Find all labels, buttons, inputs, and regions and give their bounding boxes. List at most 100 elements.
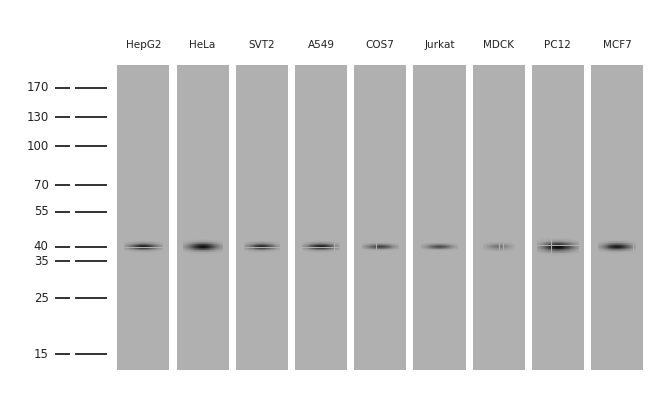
Bar [254,247,255,248]
Bar [395,244,396,245]
Bar [493,247,494,248]
Bar [337,244,339,245]
Bar [494,242,495,243]
Bar [538,249,539,250]
Bar [134,251,135,252]
Bar [599,243,600,244]
Bar [546,245,547,246]
Bar [253,246,254,247]
Bar [326,242,327,243]
Bar [154,251,155,252]
Bar [376,248,378,249]
Bar [578,247,579,248]
Bar [619,242,620,243]
Bar [544,243,545,244]
Bar [542,244,543,245]
Bar [501,242,502,243]
Bar [536,250,538,251]
Bar [385,248,386,249]
Bar [212,252,213,253]
Bar [567,240,569,241]
Bar [220,241,222,242]
Bar [571,239,572,240]
Bar [214,250,215,251]
Bar [271,246,272,247]
Bar [559,247,560,248]
Bar [154,250,155,251]
Bar [439,247,440,248]
Bar [187,245,188,246]
Bar [433,250,434,251]
Bar [573,246,574,247]
Bar [319,243,320,244]
Bar [257,243,258,244]
Bar [199,250,200,251]
Bar [161,246,162,247]
Bar [250,245,251,246]
Bar [252,251,253,252]
Bar [546,240,547,241]
Bar [556,238,557,239]
Bar [327,242,328,243]
Bar [194,243,196,244]
Bar [547,253,549,254]
Bar [483,247,484,248]
Bar [319,240,320,241]
Bar [321,247,322,248]
Bar [361,243,363,244]
Bar [382,247,383,248]
Bar [599,242,600,243]
Bar [616,251,617,252]
Bar [629,243,630,244]
Bar [214,245,216,246]
Bar [493,245,494,246]
Bar [569,254,571,255]
Bar [621,247,622,248]
Bar [625,244,626,245]
Bar [335,242,337,243]
Bar [313,249,315,250]
Bar [323,244,324,245]
Text: PC12: PC12 [545,40,571,50]
Bar [578,252,579,253]
Bar [395,243,396,244]
Bar [201,241,202,242]
Bar [199,247,200,248]
Bar [159,241,160,242]
Bar [564,241,566,242]
Bar [508,242,509,243]
Bar [626,242,627,243]
Bar [161,251,162,252]
Bar [134,247,135,248]
Bar [126,244,127,245]
Bar [620,251,621,252]
Bar [354,65,406,370]
Bar [608,249,610,250]
Bar [311,248,313,249]
Bar [398,243,399,244]
Bar [632,248,634,249]
Bar [430,247,432,248]
Bar [502,251,504,252]
Bar [547,246,549,247]
Bar [393,246,395,247]
Bar [601,251,602,252]
Bar [499,249,500,250]
Bar [142,243,144,244]
Bar [161,245,162,246]
Bar [258,250,259,251]
Bar [627,247,628,248]
Bar [567,252,569,253]
Bar [330,249,331,250]
Bar [150,247,151,248]
Bar [187,248,188,249]
Bar [304,250,305,251]
Bar [499,248,500,249]
Bar [188,244,190,245]
Bar [545,254,546,255]
Bar [126,246,127,247]
Bar [569,252,571,253]
Bar [149,249,150,250]
Bar [207,240,209,241]
Bar [603,247,604,248]
